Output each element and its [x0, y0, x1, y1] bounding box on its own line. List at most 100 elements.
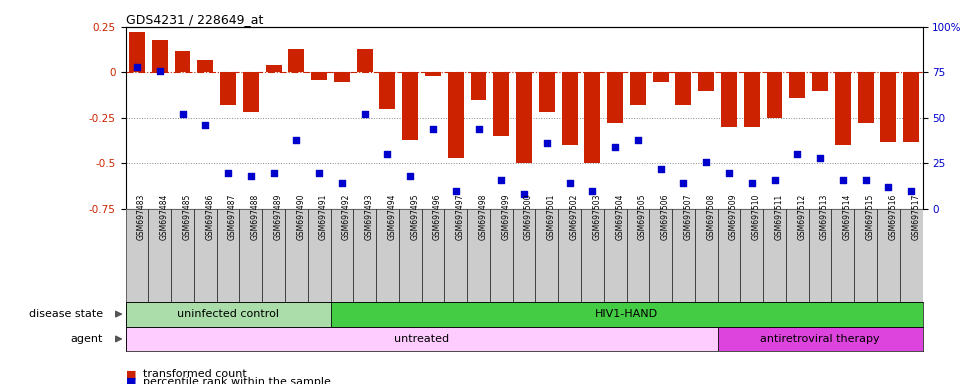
Bar — [399, 209, 421, 302]
Point — [744, 180, 759, 187]
Text: GSM697497: GSM697497 — [456, 193, 465, 240]
Point — [220, 169, 236, 175]
Text: GSM697510: GSM697510 — [752, 193, 761, 240]
Bar — [763, 209, 786, 302]
Point — [334, 180, 350, 187]
Text: GSM697483: GSM697483 — [137, 193, 146, 240]
Bar — [516, 73, 532, 164]
Text: GSM697512: GSM697512 — [797, 193, 807, 240]
Bar — [561, 73, 578, 145]
Text: agent: agent — [71, 334, 102, 344]
Point — [243, 173, 259, 179]
Text: GSM697490: GSM697490 — [297, 193, 305, 240]
Text: percentile rank within the sample: percentile rank within the sample — [143, 377, 330, 384]
Text: GSM697501: GSM697501 — [547, 193, 555, 240]
Bar — [695, 209, 718, 302]
Point — [676, 180, 692, 187]
Bar — [675, 73, 692, 105]
Text: GSM697499: GSM697499 — [501, 193, 510, 240]
Bar — [334, 73, 350, 81]
Text: GSM697492: GSM697492 — [342, 193, 351, 240]
Bar — [854, 209, 877, 302]
Bar — [786, 209, 809, 302]
Point — [448, 188, 464, 194]
Point — [903, 188, 919, 194]
Point — [470, 126, 486, 132]
Text: GSM697493: GSM697493 — [365, 193, 374, 240]
Point — [812, 155, 828, 161]
Bar — [376, 209, 399, 302]
Bar — [789, 73, 806, 98]
Text: GSM697506: GSM697506 — [661, 193, 669, 240]
Point — [584, 188, 600, 194]
Bar — [698, 73, 714, 91]
Text: ■: ■ — [126, 369, 139, 379]
Point — [311, 169, 327, 175]
Text: transformed count: transformed count — [143, 369, 246, 379]
Bar — [266, 65, 281, 73]
Text: untreated: untreated — [394, 334, 449, 344]
Text: antiretroviral therapy: antiretroviral therapy — [760, 334, 880, 344]
Point — [129, 64, 145, 70]
Point — [858, 177, 873, 183]
Text: GSM697502: GSM697502 — [570, 193, 579, 240]
Text: disease state: disease state — [29, 309, 102, 319]
Bar — [421, 209, 444, 302]
Text: GSM697511: GSM697511 — [775, 193, 783, 240]
Text: GSM697517: GSM697517 — [911, 193, 921, 240]
Bar — [126, 326, 718, 351]
Bar — [835, 73, 851, 145]
Point — [562, 180, 578, 187]
Text: GSM697498: GSM697498 — [478, 193, 488, 240]
Point — [608, 144, 623, 150]
Bar — [470, 73, 487, 100]
Text: GSM697513: GSM697513 — [820, 193, 829, 240]
Text: GSM697507: GSM697507 — [684, 193, 693, 240]
Bar — [767, 73, 782, 118]
Bar — [832, 209, 854, 302]
Bar — [216, 209, 240, 302]
Bar — [126, 209, 149, 302]
Bar — [581, 209, 604, 302]
Bar — [494, 73, 509, 136]
Bar — [630, 73, 646, 105]
Bar — [535, 209, 558, 302]
Bar — [653, 73, 668, 81]
Text: GSM697504: GSM697504 — [615, 193, 624, 240]
Bar — [194, 209, 216, 302]
Text: GSM697495: GSM697495 — [411, 193, 419, 240]
Bar — [425, 73, 440, 76]
Bar — [175, 51, 190, 73]
Bar — [718, 326, 923, 351]
Point — [516, 191, 531, 197]
Text: GSM697505: GSM697505 — [638, 193, 647, 240]
Bar — [448, 73, 464, 158]
Point — [175, 111, 190, 118]
Point — [403, 173, 418, 179]
Bar — [880, 73, 896, 142]
Bar — [490, 209, 513, 302]
Bar — [858, 73, 873, 123]
Text: ■: ■ — [126, 377, 139, 384]
Bar — [627, 209, 649, 302]
Bar — [152, 40, 168, 73]
Text: GSM697487: GSM697487 — [228, 193, 237, 240]
Bar — [308, 209, 330, 302]
Point — [494, 177, 509, 183]
Text: uninfected control: uninfected control — [177, 309, 279, 319]
Bar — [402, 73, 418, 140]
Point — [266, 169, 281, 175]
Point — [357, 111, 373, 118]
Bar — [330, 302, 923, 326]
Bar — [356, 49, 373, 73]
Bar — [513, 209, 535, 302]
Point — [789, 151, 805, 157]
Bar — [129, 32, 145, 73]
Bar — [289, 49, 304, 73]
Point — [425, 126, 440, 132]
Bar — [171, 209, 194, 302]
Text: GSM697494: GSM697494 — [387, 193, 396, 240]
Text: GSM697509: GSM697509 — [729, 193, 738, 240]
Text: GSM697491: GSM697491 — [319, 193, 328, 240]
Point — [289, 137, 304, 143]
